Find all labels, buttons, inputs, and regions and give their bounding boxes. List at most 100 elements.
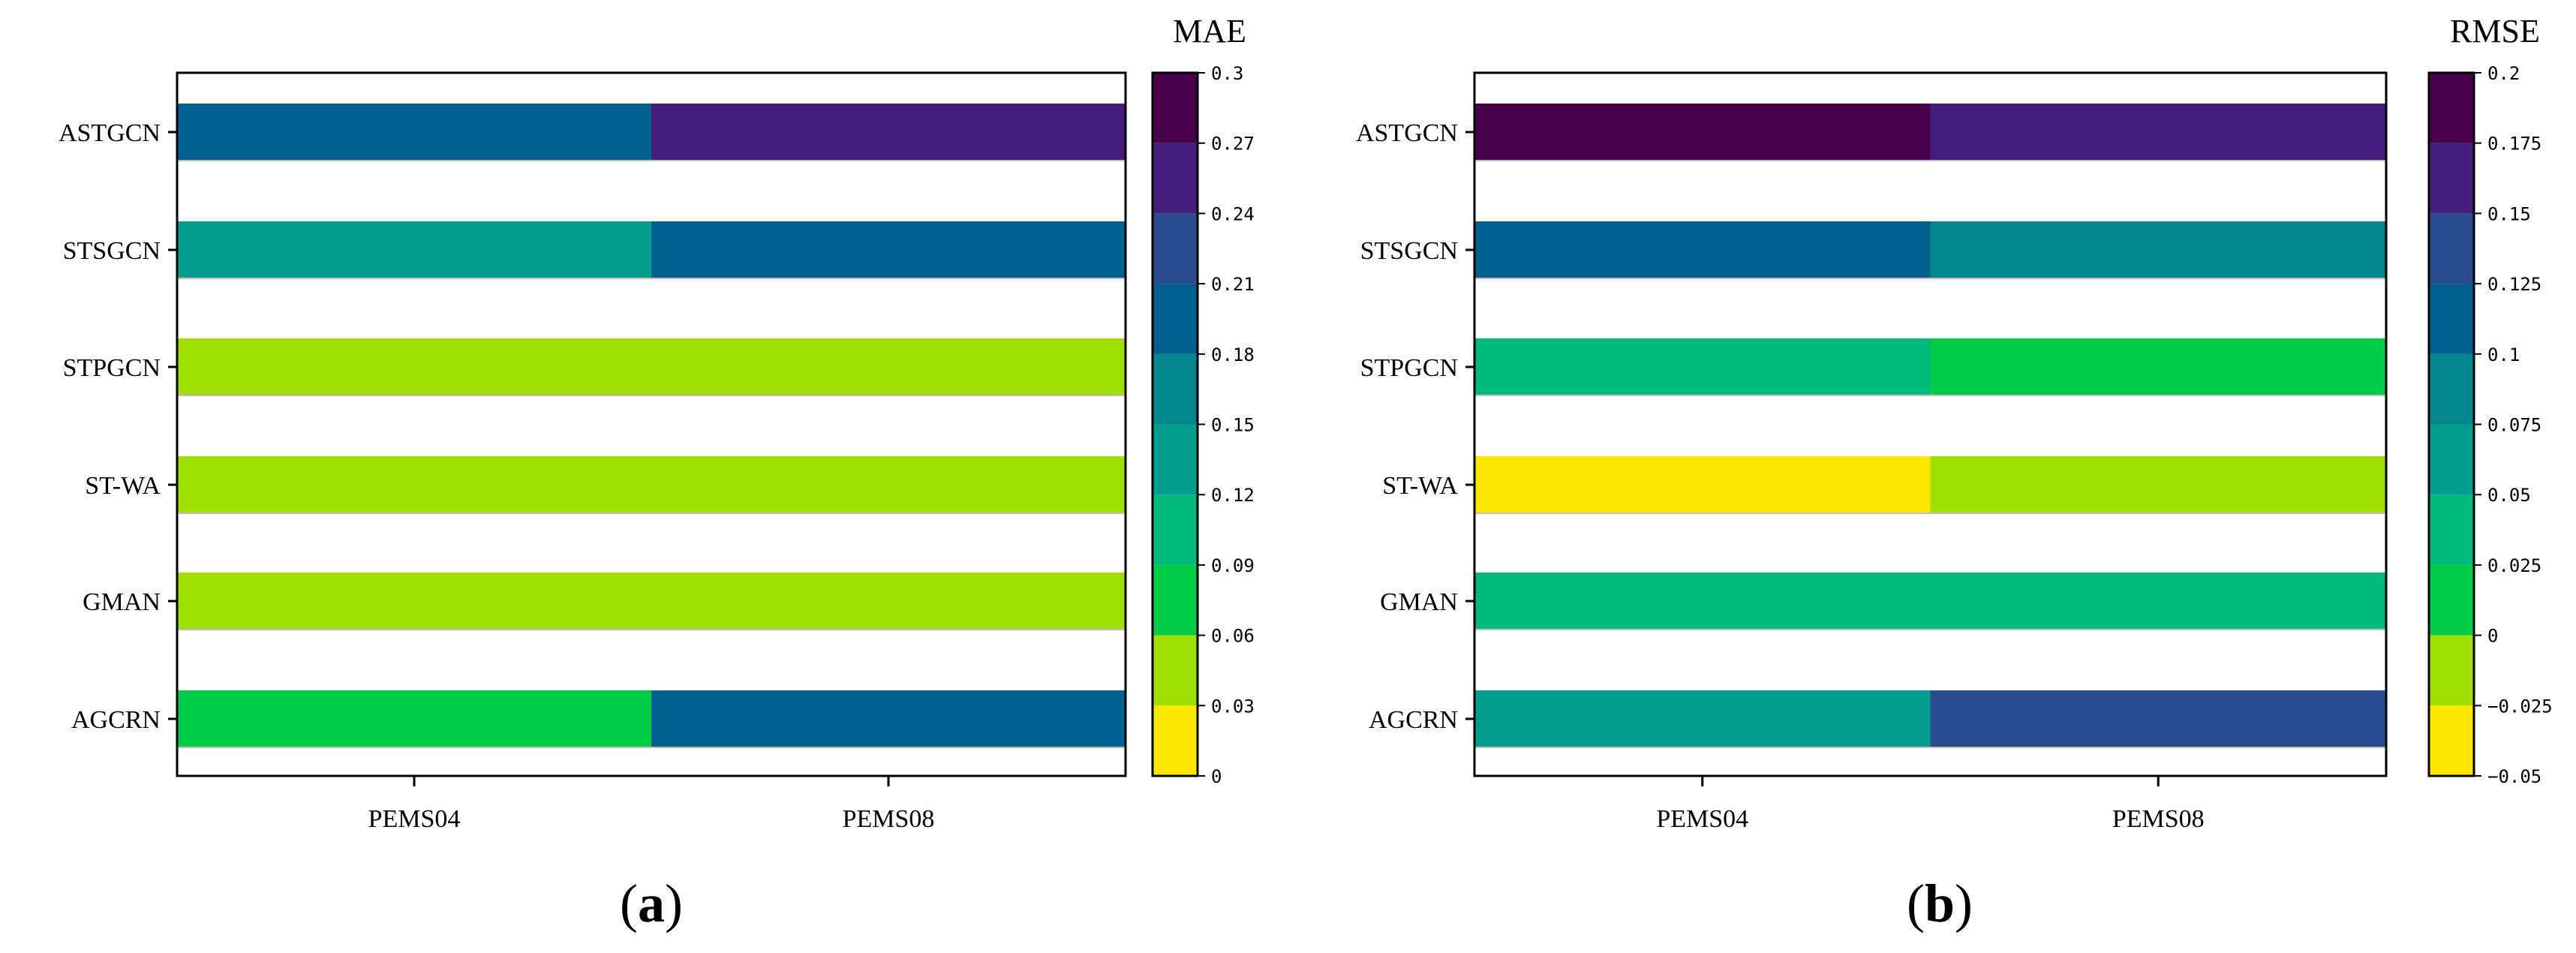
colorbar-tick-label: 0.05 (2487, 485, 2531, 506)
panel-label: (a) (620, 873, 683, 933)
colorbar-segment (2429, 495, 2474, 565)
colorbar-tick-label: 0.025 (2487, 555, 2541, 576)
colorbar-segment (1153, 424, 1198, 495)
cell-agcrn-pems08 (1930, 690, 2386, 747)
plot-frame (1473, 71, 2388, 777)
cell-gman-pems08 (1930, 573, 2386, 630)
colorbar-segment (2429, 564, 2474, 636)
colorbar-segment (1153, 284, 1198, 354)
cell-stsgcn-pems04 (177, 221, 651, 278)
plot-frame (176, 71, 1127, 777)
colorbar-tick-label: 0.03 (1211, 696, 1255, 717)
plot-background (1474, 73, 2386, 776)
colorbar-tick-label: 0.06 (1211, 626, 1255, 647)
colorbar-tick-label: 0.1 (2487, 344, 2520, 365)
colorbar-tick-label: 0.15 (1211, 415, 1255, 436)
colorbar-segment (2429, 705, 2474, 776)
colorbar-tick-label: 0.27 (1211, 134, 1255, 155)
colorbar-tick-label: 0.3 (1211, 63, 1243, 84)
colorbar-segment (1153, 495, 1198, 565)
cell-astgcn-pems08 (651, 104, 1126, 161)
panel-label: (b) (1907, 873, 1973, 933)
x-tick-label-pems08: PEMS08 (2112, 805, 2205, 833)
cell-gman-pems04 (177, 573, 651, 630)
cell-stsgcn-pems08 (651, 221, 1126, 278)
colorbar-tick-label: 0.18 (1211, 344, 1255, 365)
plot-background (177, 73, 1126, 776)
cell-astgcn-pems04 (1474, 104, 1931, 161)
cell-agcrn-pems08 (651, 690, 1126, 747)
cell-agcrn-pems04 (1474, 690, 1931, 747)
cell-astgcn-pems04 (177, 104, 651, 161)
colorbar-tick-label: 0.15 (2487, 203, 2531, 224)
cell-stpgcn-pems08 (651, 338, 1126, 395)
panel-label-letter: a (638, 873, 665, 933)
colorbar-segment (1153, 353, 1198, 425)
colorbar-segment (1153, 564, 1198, 636)
colorbar-segment (1153, 705, 1198, 776)
colorbar-tick-label: −0.025 (2487, 696, 2553, 717)
y-tick-label-astgcn: ASTGCN (59, 119, 161, 147)
y-tick-label-stpgcn: STPGCN (63, 354, 161, 382)
colorbar-segment (2429, 284, 2474, 354)
y-tick-label-gman: GMAN (1380, 588, 1458, 616)
panel-label-letter: b (1925, 873, 1955, 933)
heatmap-panel-a: ASTGCN STSGCN STPGCN ST-WA GMAN AGCRN PEMS04 PE… (59, 13, 1255, 933)
y-tick-label-agcrn: AGCRN (71, 706, 161, 734)
colorbar-segment (2429, 73, 2474, 143)
cell-stsgcn-pems04 (1474, 221, 1931, 278)
colorbar-tick-label: 0.12 (1211, 485, 1255, 506)
colorbar-segment (2429, 424, 2474, 495)
cell-st-wa-pems04 (1474, 456, 1931, 513)
colorbar-title: RMSE (2450, 13, 2540, 50)
y-tick-label-gman: GMAN (83, 588, 161, 616)
y-tick-label-agcrn: AGCRN (1369, 706, 1458, 734)
colorbar-segment (2429, 143, 2474, 214)
colorbar-tick-label: 0.09 (1211, 555, 1255, 576)
colorbar-tick-label: 0.175 (2487, 134, 2541, 155)
y-tick-label-astgcn: ASTGCN (1356, 119, 1458, 147)
cell-stpgcn-pems04 (1474, 338, 1931, 395)
colorbar-tick-label: 0.125 (2487, 274, 2541, 295)
colorbar-tick-label: 0.075 (2487, 415, 2541, 436)
panel-label-open: ( (620, 873, 638, 933)
colorbar-segment (1153, 635, 1198, 706)
colorbar-tick-label: 0.2 (2487, 63, 2520, 84)
cell-st-wa-pems08 (651, 456, 1126, 513)
colorbar-segment (1153, 143, 1198, 214)
panel-label-close: ) (1955, 873, 1973, 933)
y-tick-label-stsgcn: STSGCN (63, 237, 161, 265)
x-tick-label-pems08: PEMS08 (843, 805, 935, 833)
colorbar-segment (2429, 353, 2474, 425)
colorbar-segment (1153, 213, 1198, 284)
cell-gman-pems04 (1474, 573, 1931, 630)
colorbar: −0.05 −0.025 0 0.025 0.05 0.075 0.1 0.125 0.15 0.… (2427, 63, 2553, 787)
colorbar-tick-label: 0.24 (1211, 203, 1255, 224)
y-tick-label-st-wa: ST-WA (1382, 472, 1458, 500)
panel-label-close: ) (665, 873, 683, 933)
heatmap-panel-b: ASTGCN STSGCN STPGCN ST-WA GMAN AGCRN PEMS04 PE… (1356, 13, 2553, 933)
cell-stpgcn-pems04 (177, 338, 651, 395)
cell-gman-pems08 (651, 573, 1126, 630)
colorbar-segment (2429, 213, 2474, 284)
colorbar: 0 0.03 0.06 0.09 0.12 0.15 0.18 0.21 0.24 0.27 0.3 (1151, 63, 1255, 787)
cell-st-wa-pems04 (177, 456, 651, 513)
colorbar-tick-label: −0.05 (2487, 766, 2541, 787)
colorbar-tick-label: 0.21 (1211, 274, 1255, 295)
x-tick-label-pems04: PEMS04 (1656, 805, 1748, 833)
y-tick-label-st-wa: ST-WA (85, 472, 161, 500)
colorbar-segment (2429, 635, 2474, 706)
cell-stpgcn-pems08 (1930, 338, 2386, 395)
cell-agcrn-pems04 (177, 690, 651, 747)
colorbar-tick-label: 0 (2487, 626, 2498, 647)
cell-stsgcn-pems08 (1930, 221, 2386, 278)
colorbar-title: MAE (1173, 13, 1246, 50)
cell-st-wa-pems08 (1930, 456, 2386, 513)
colorbar-tick-label: 0 (1211, 766, 1222, 787)
y-tick-label-stpgcn: STPGCN (1360, 354, 1458, 382)
panel-label-open: ( (1907, 873, 1925, 933)
cell-astgcn-pems08 (1930, 104, 2386, 161)
y-tick-label-stsgcn: STSGCN (1360, 237, 1458, 265)
x-tick-label-pems04: PEMS04 (368, 805, 461, 833)
